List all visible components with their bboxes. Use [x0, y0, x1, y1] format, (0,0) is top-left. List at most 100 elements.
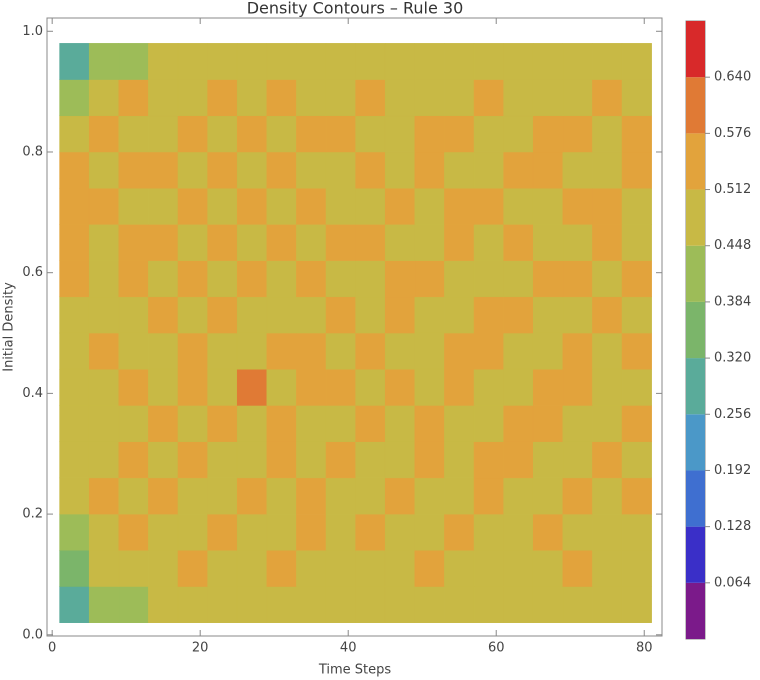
colorbar-tick-label: 0.064	[714, 575, 751, 590]
contour-cell	[177, 477, 208, 515]
contour-cell	[621, 441, 652, 479]
contour-cell	[414, 187, 445, 225]
contour-cell	[118, 260, 149, 298]
contour-cell	[503, 368, 534, 406]
contour-cell	[532, 477, 564, 515]
contour-cell	[384, 586, 416, 623]
colorbar-segment	[686, 582, 705, 639]
contour-cell	[236, 405, 268, 442]
contour-cell	[296, 79, 327, 117]
contour-cell	[355, 513, 386, 551]
contour-cell	[88, 187, 120, 225]
contour-cell	[118, 441, 149, 479]
contour-cell	[473, 43, 504, 80]
contour-cell	[592, 151, 623, 189]
contour-cell	[296, 550, 327, 587]
contour-cell	[532, 332, 564, 370]
contour-cell	[473, 332, 504, 370]
contour-cell	[414, 296, 445, 334]
contour-cell	[592, 477, 623, 515]
contour-cell	[532, 513, 564, 551]
contour-cell	[532, 405, 564, 442]
contour-cell	[532, 550, 564, 587]
contour-cell	[414, 513, 445, 551]
contour-cell	[473, 296, 504, 334]
contour-cell	[296, 115, 327, 153]
contour-cell	[384, 477, 416, 515]
contour-cell	[503, 79, 534, 117]
contour-cell	[177, 368, 208, 406]
x-tick-label: 40	[340, 641, 357, 656]
contour-cell	[236, 550, 268, 587]
contour-cell	[266, 115, 297, 153]
contour-cell	[59, 513, 90, 551]
contour-cell	[118, 405, 149, 442]
colorbar-tick-label: 0.256	[714, 407, 751, 422]
contour-cell	[355, 187, 386, 225]
contour-cell	[503, 550, 534, 587]
contour-cell	[621, 187, 652, 225]
contour-cell	[266, 441, 297, 479]
contour-cell	[414, 43, 445, 80]
contour-cell	[503, 332, 534, 370]
contour-cell	[177, 224, 208, 261]
contour-cell	[325, 513, 356, 551]
contour-cell	[59, 332, 90, 370]
contour-cell	[473, 115, 504, 153]
contour-cell	[236, 586, 268, 623]
contour-cell	[88, 405, 120, 442]
plot-frame	[46, 17, 663, 637]
contour-cell	[88, 43, 120, 80]
contour-cell	[236, 368, 268, 406]
contour-cell	[444, 260, 475, 298]
contour-cell	[621, 151, 652, 189]
contour-cell	[562, 79, 593, 117]
contour-cell	[562, 224, 593, 261]
contour-cell	[384, 224, 416, 261]
contour-cell	[88, 115, 120, 153]
contour-cell	[355, 405, 386, 442]
contour-cell	[355, 79, 386, 117]
contour-cell	[562, 441, 593, 479]
contour-cell	[266, 405, 297, 442]
contour-cell	[236, 79, 268, 117]
contour-cell	[384, 151, 416, 189]
contour-cell	[355, 550, 386, 587]
contour-cell	[118, 115, 149, 153]
contour-cell	[444, 296, 475, 334]
contour-cell	[562, 513, 593, 551]
contour-cell	[296, 513, 327, 551]
contour-cell	[59, 477, 90, 515]
colorbar-segment	[686, 301, 705, 359]
contour-cell	[325, 224, 356, 261]
contour-cell	[592, 441, 623, 479]
contour-cell	[384, 550, 416, 587]
contour-cell	[118, 368, 149, 406]
contour-cell	[532, 296, 564, 334]
contour-cell	[118, 79, 149, 117]
contour-cell	[532, 79, 564, 117]
contour-cell	[236, 115, 268, 153]
contour-cell	[207, 79, 238, 117]
contour-cell	[118, 187, 149, 225]
contour-cell	[621, 368, 652, 406]
contour-cell	[59, 368, 90, 406]
contour-cell	[621, 79, 652, 117]
contour-cell	[118, 586, 149, 623]
contour-cell	[296, 260, 327, 298]
contour-cell	[355, 43, 386, 80]
contour-cell	[621, 296, 652, 334]
contour-cell	[296, 368, 327, 406]
contour-cell	[532, 441, 564, 479]
contour-cell	[177, 79, 208, 117]
contour-cell	[473, 79, 504, 117]
contour-cell	[207, 115, 238, 153]
contour-cell	[503, 151, 534, 189]
contour-cell	[207, 550, 238, 587]
contour-cell	[296, 296, 327, 334]
contour-cell	[148, 260, 179, 298]
contour-cell	[236, 332, 268, 370]
contour-cell	[503, 187, 534, 225]
contour-cell	[207, 332, 238, 370]
contour-cell	[118, 513, 149, 551]
